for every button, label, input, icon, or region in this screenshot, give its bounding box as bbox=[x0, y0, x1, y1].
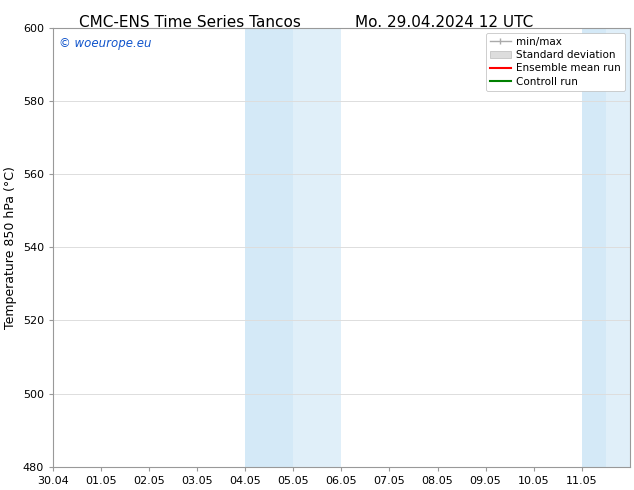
Bar bbox=[245, 28, 294, 467]
Text: © woeurope.eu: © woeurope.eu bbox=[59, 37, 152, 49]
Text: CMC-ENS Time Series Tancos: CMC-ENS Time Series Tancos bbox=[79, 15, 301, 30]
Bar bbox=[582, 28, 606, 467]
Bar bbox=[294, 28, 342, 467]
Bar bbox=[606, 28, 630, 467]
Text: Mo. 29.04.2024 12 UTC: Mo. 29.04.2024 12 UTC bbox=[354, 15, 533, 30]
Y-axis label: Temperature 850 hPa (°C): Temperature 850 hPa (°C) bbox=[4, 166, 17, 329]
Legend: min/max, Standard deviation, Ensemble mean run, Controll run: min/max, Standard deviation, Ensemble me… bbox=[486, 33, 624, 91]
